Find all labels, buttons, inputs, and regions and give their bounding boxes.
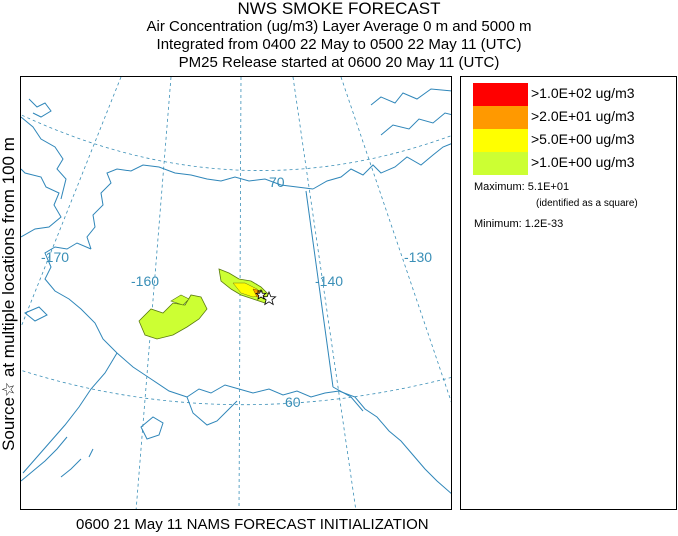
smoke-plumes [138, 268, 270, 340]
legend-swatch-orange [473, 106, 528, 129]
legend-swatch-green [473, 152, 528, 175]
concentration-legend: >1.0E+02 ug/m3 >2.0E+01 ug/m3 >5.0E+00 u… [460, 76, 677, 510]
smoke-plume-west [138, 294, 208, 340]
latitude-60-line [21, 369, 451, 406]
latitude-lines [21, 114, 451, 406]
st-lawrence-island [24, 306, 48, 322]
grid-label-lon170: -170 [41, 249, 69, 265]
minimum-value: Minimum: 1.2E-33 [474, 218, 564, 230]
cook-inlet-coast [186, 384, 451, 494]
grid-label-lon140: -140 [315, 273, 343, 289]
forecast-initialization: 0600 21 May 11 NAMS FORECAST INITIALIZAT… [76, 516, 429, 533]
legend-entry: >1.0E+00 ug/m3 [473, 152, 673, 175]
canada-arctic-coast [312, 143, 451, 190]
chukotka-coast [21, 168, 62, 238]
source-star-icon [255, 288, 267, 300]
forecast-header: NWS SMOKE FORECAST Air Concentration (ug… [0, 0, 678, 72]
source-location-label: Source☆ at multiple locations from 100 m [0, 137, 18, 451]
release-start: PM25 Release started at 0600 20 May 11 (… [178, 54, 500, 71]
longitude-minus130-line [340, 77, 451, 403]
kodiak-island [140, 416, 164, 440]
alaska-peninsula [22, 352, 118, 474]
russia-inlet [28, 98, 52, 118]
legend-swatch-red [473, 83, 528, 106]
alaska-north-slope [86, 164, 314, 250]
arctic-islands [370, 88, 451, 136]
longitude-minus140-line [292, 77, 357, 509]
maximum-value: Maximum: 5.1E+01 [474, 181, 570, 193]
map-canvas: 70 -170 -160 -150 -140 -130 60 [21, 77, 451, 509]
alaska-yukon-border [305, 190, 334, 388]
latitude-70-line [21, 114, 451, 171]
grid-label-lon130: -130 [404, 249, 432, 265]
smoke-map: 70 -170 -160 -150 -140 -130 60 [20, 76, 452, 510]
grid-label-lat70: 70 [269, 174, 285, 190]
smoke-plume-west-fringe [170, 294, 190, 306]
chukotka-east-coast [21, 116, 67, 200]
legend-label: >1.0E+02 ug/m3 [531, 85, 635, 101]
aleutian-chain [21, 436, 94, 482]
legend-label: >5.0E+00 ug/m3 [531, 131, 635, 147]
forecast-title: NWS SMOKE FORECAST [237, 0, 441, 18]
longitude-minus160-line [135, 77, 172, 509]
source-markers [255, 288, 277, 306]
grid-label-lat60: 60 [285, 394, 301, 410]
source-star-icon [261, 290, 277, 306]
legend-entry: >5.0E+00 ug/m3 [473, 129, 673, 152]
integration-period: Integrated from 0400 22 May to 0500 22 M… [156, 36, 522, 53]
legend-entry: >2.0E+01 ug/m3 [473, 106, 673, 129]
alaska-west-coast [44, 242, 188, 398]
kenai-peninsula [186, 396, 238, 426]
concentration-description: Air Concentration (ug/m3) Layer Average … [146, 18, 532, 35]
maximum-note: (identified as a square) [536, 198, 638, 209]
grid-label-lon160: -160 [131, 273, 159, 289]
legend-entry: >1.0E+02 ug/m3 [473, 83, 673, 106]
border-southeast [332, 386, 364, 412]
legend-label: >1.0E+00 ug/m3 [531, 154, 635, 170]
longitude-minus170-line [21, 77, 122, 328]
coastlines [21, 88, 451, 494]
legend-label: >2.0E+01 ug/m3 [531, 108, 635, 124]
legend-swatch-yellow [473, 129, 528, 152]
